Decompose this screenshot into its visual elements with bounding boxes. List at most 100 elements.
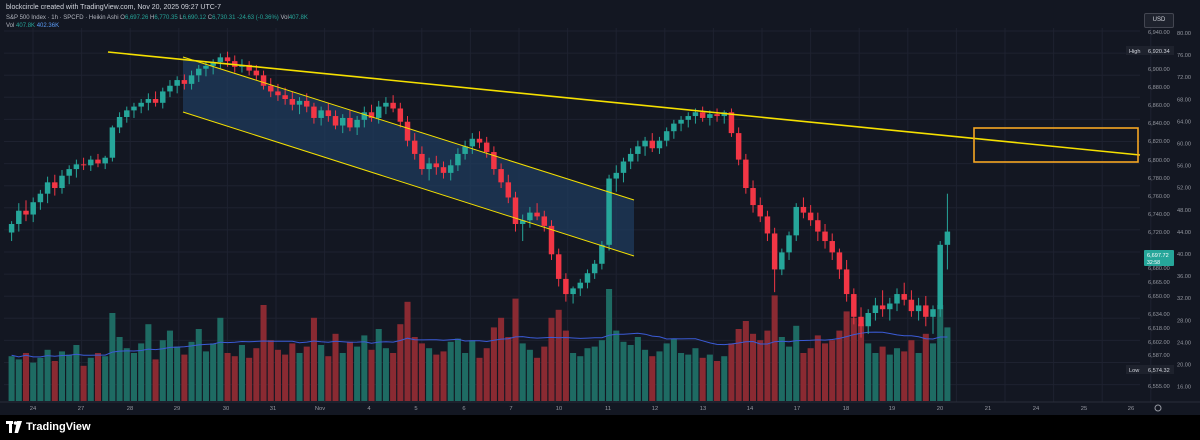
volume-bar <box>800 353 807 401</box>
candle-body <box>800 206 807 213</box>
volume-bar <box>361 335 368 401</box>
volume-bar <box>310 317 317 401</box>
high-marker-value: 6,920.34 <box>1148 49 1170 55</box>
volume-bar <box>116 337 123 401</box>
volume-bar <box>44 349 51 401</box>
volume-tick-label: 40.00 <box>1177 252 1191 258</box>
volume-bar <box>210 343 217 401</box>
volume-bar <box>865 343 872 401</box>
candle-body <box>930 309 936 317</box>
low-value: 6,690.12 <box>182 15 207 21</box>
time-tick-label: 30 <box>223 406 229 412</box>
candle-body <box>59 175 65 189</box>
time-tick-label: 28 <box>127 406 133 412</box>
price-tick-label: 6,940.00 <box>1148 30 1170 36</box>
candle-body <box>116 117 123 128</box>
volume-bar <box>822 343 829 401</box>
candle-body <box>253 70 260 76</box>
currency-button[interactable]: USD <box>1144 13 1174 28</box>
volume-bar <box>620 341 627 401</box>
volume-tick-label: 36.00 <box>1177 274 1191 280</box>
candle-body <box>246 64 252 71</box>
candle-body <box>599 244 605 264</box>
candle-body <box>318 110 324 118</box>
volume-bar <box>613 330 620 401</box>
candle-body <box>109 127 116 158</box>
volume-bar <box>253 348 260 401</box>
candle-body <box>196 68 202 76</box>
volume-bar <box>793 325 800 401</box>
candle-body <box>491 152 497 170</box>
volume-bar <box>318 345 325 401</box>
candle-body <box>304 100 310 107</box>
last-price-value: 6,697.72 <box>1147 253 1169 259</box>
time-tick-label: 13 <box>700 406 706 412</box>
time-tick-label: 17 <box>794 406 800 412</box>
candle-body <box>88 159 94 166</box>
volume-tick-label: 32.00 <box>1177 296 1191 302</box>
price-chart[interactable]: 6,940.00 6,900.00 6,880.00 6,860.00 6,840.00… <box>0 0 1200 415</box>
candle-body <box>411 140 418 154</box>
volume-bar <box>893 348 901 401</box>
volume-bar <box>490 327 497 401</box>
candle-body <box>836 252 843 270</box>
volume-bar <box>217 317 224 401</box>
volume-bar <box>886 354 893 401</box>
price-tick-label: 6,740.00 <box>1148 212 1170 218</box>
candle-body <box>534 212 540 217</box>
volume-bar <box>901 351 908 401</box>
volume-bar <box>872 353 879 401</box>
candle-body <box>275 91 281 96</box>
candle-body <box>685 116 691 120</box>
candle-body <box>923 305 929 317</box>
volume-bar <box>606 289 613 401</box>
volume-ma-value: 402.36K <box>36 23 60 29</box>
candle-body <box>375 106 382 118</box>
time-tick-label: 25 <box>1081 406 1087 412</box>
candle-body <box>548 225 555 255</box>
candle-body <box>440 167 447 173</box>
price-tick-label: 6,555.00 <box>1148 384 1170 390</box>
candle-body <box>908 299 915 312</box>
price-tick-label: 6,618.00 <box>1148 326 1170 332</box>
volume-bar <box>778 337 785 401</box>
volume-bar <box>339 353 346 401</box>
candle-body <box>268 85 274 92</box>
time-tick-label: 7 <box>509 406 512 412</box>
volume-bar <box>224 353 231 401</box>
candle-body <box>419 153 425 170</box>
volume-bar <box>375 329 382 401</box>
candle-body <box>347 117 353 128</box>
volume-bar <box>714 361 721 401</box>
time-tick-label: 20 <box>937 406 943 412</box>
candle-body <box>627 153 634 162</box>
volume-bar <box>735 329 742 401</box>
candle-body <box>822 231 828 242</box>
volume-tick-label: 24.00 <box>1177 340 1191 346</box>
candle-body <box>519 220 526 224</box>
volume-bar <box>562 330 569 401</box>
high-value: 6,770.35 <box>154 15 178 21</box>
volume-bar <box>73 345 80 401</box>
candle-body <box>944 231 951 245</box>
candle-body <box>102 157 108 164</box>
candle-body <box>160 91 166 103</box>
candle-body <box>771 233 778 270</box>
volume-tick-label: 60.00 <box>1177 142 1191 148</box>
candle-body <box>606 178 612 245</box>
candle-body <box>296 100 303 105</box>
candle-body <box>728 112 735 134</box>
candle-body <box>563 278 569 295</box>
price-tick-label: 6,900.00 <box>1148 67 1170 73</box>
volume-bar <box>138 343 145 401</box>
volume-bar <box>728 343 735 401</box>
volume-bar <box>454 338 461 401</box>
volume-tick-label: 28.00 <box>1177 318 1191 324</box>
volume-tick-label: 16.00 <box>1177 385 1191 391</box>
candle-body <box>224 57 231 62</box>
candle-body <box>656 140 663 149</box>
volume-bar <box>325 356 332 401</box>
candle-body <box>714 114 720 117</box>
candle-body <box>462 146 468 154</box>
candle-body <box>210 62 216 66</box>
